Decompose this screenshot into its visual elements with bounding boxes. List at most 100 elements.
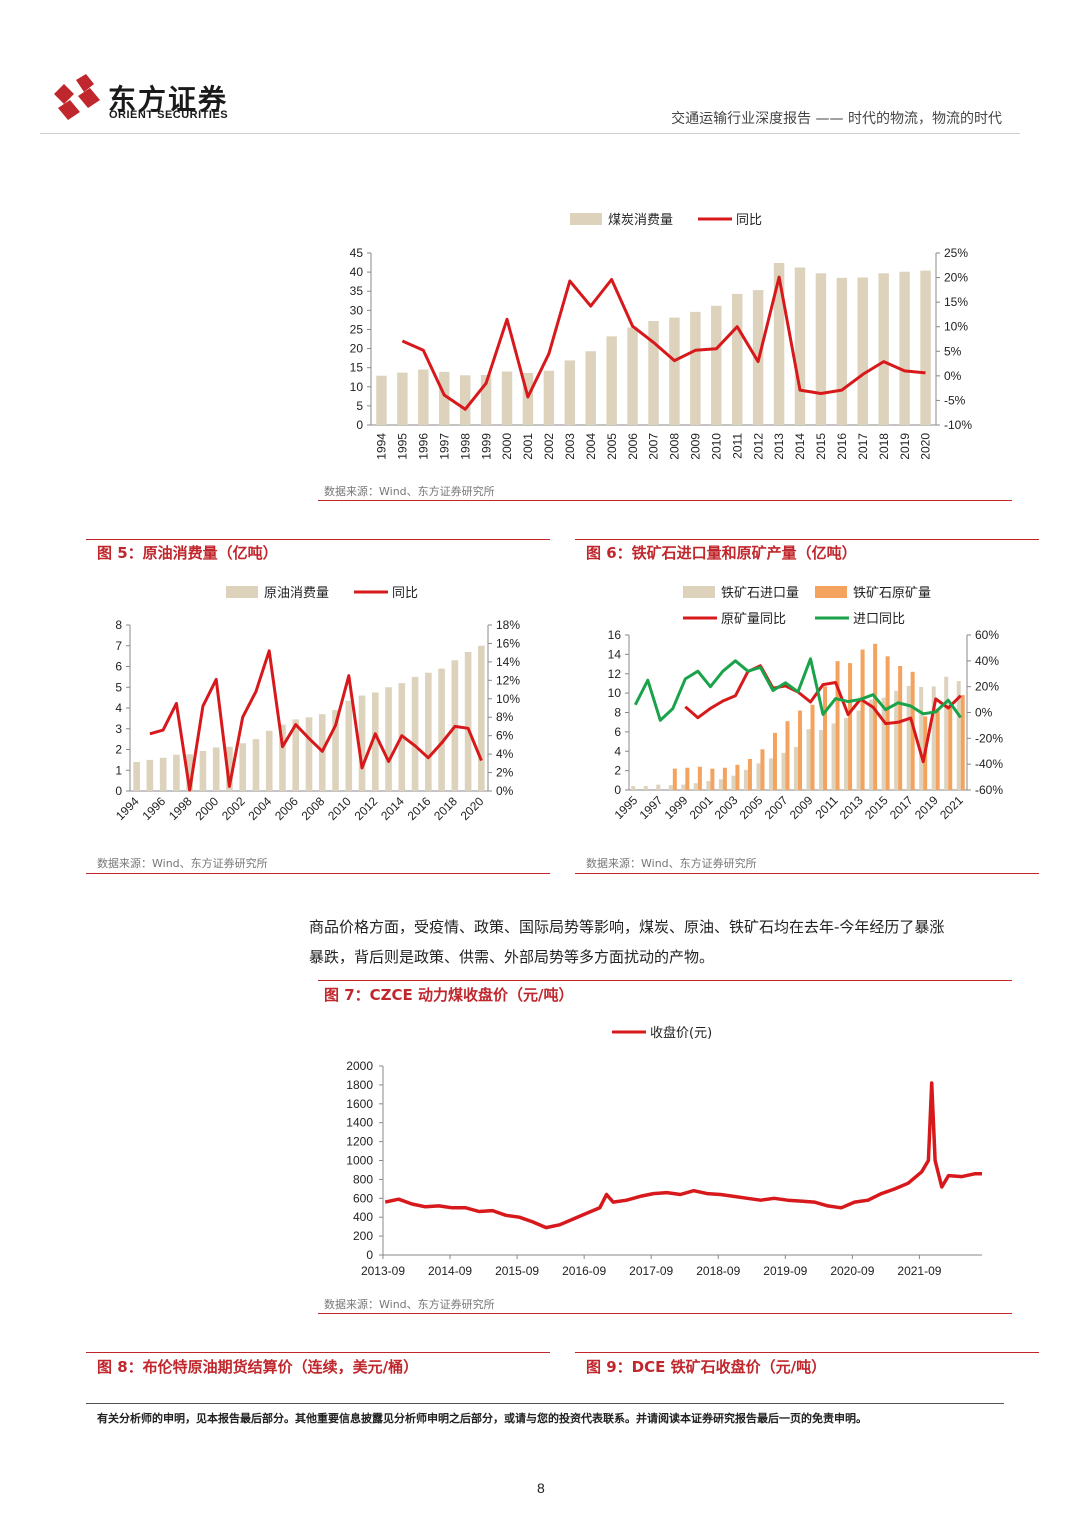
crude-oil-consumption-chart: 0123456780%2%4%6%8%10%12%14%16%18%199419… <box>113 586 520 823</box>
y-left-tick-label: 8 <box>115 618 122 632</box>
x-tick-label: 2000 <box>192 794 221 823</box>
y-tick-label: 800 <box>353 1172 373 1186</box>
bar-原油消费量 <box>239 743 247 791</box>
x-tick-label: 2018 <box>877 433 891 460</box>
bar-煤炭消费量 <box>690 311 701 425</box>
bar-铁矿石原矿量 <box>810 704 815 790</box>
y-tick-label: 1800 <box>346 1078 373 1092</box>
paragraph-line-1: 商品价格方面，受疫情、政策、国际局势等影响，煤炭、原油、铁矿石均在去年-今年经历… <box>309 918 945 936</box>
y-left-tick-label: 10 <box>608 686 622 700</box>
bar-铁矿石进口量 <box>881 697 886 790</box>
chart7-bottom-rule <box>318 1313 1012 1314</box>
y-tick-label: 1400 <box>346 1116 373 1130</box>
bar-原油消费量 <box>292 719 300 791</box>
line-收盘价(元) <box>384 1081 982 1230</box>
logo-cn: 东方证券 <box>108 83 229 116</box>
x-tick-label: 1999 <box>479 433 493 460</box>
bar-煤炭消费量 <box>418 369 429 425</box>
bar-铁矿石原矿量 <box>848 663 853 790</box>
fig5-title: 图 5：原油消费量（亿吨） <box>97 544 278 562</box>
bar-原油消费量 <box>411 676 419 791</box>
fig7-top-rule <box>318 980 1012 981</box>
fig8-top-rule <box>86 1352 550 1353</box>
x-tick-label: 1997 <box>637 793 666 822</box>
bar-煤炭消费量 <box>606 336 617 425</box>
y-right-tick-label: 14% <box>496 655 520 669</box>
bar-原油消费量 <box>226 746 233 791</box>
y-right-tick-label: 0% <box>944 369 962 383</box>
y-left-tick-label: 15 <box>350 361 364 375</box>
line-同比 <box>149 649 483 792</box>
bar-原油消费量 <box>345 700 353 791</box>
x-tick-label: 2003 <box>712 793 741 822</box>
bar-铁矿石进口量 <box>831 723 836 790</box>
y-left-tick-label: 6 <box>614 725 621 739</box>
bar-煤炭消费量 <box>711 305 722 425</box>
x-tick-label: 2007 <box>762 793 791 822</box>
legend-label-原油消费量: 原油消费量 <box>264 586 329 601</box>
bar-铁矿石进口量 <box>931 686 936 790</box>
bar-煤炭消费量 <box>480 374 492 425</box>
chart1-source: 数据来源：Wind、东方证券研究所 <box>324 485 495 498</box>
bar-铁矿石进口量 <box>856 710 861 790</box>
paragraph-line-2: 暴跌，背后则是政策、供需、外部局势等多方面扰动的产物。 <box>309 948 715 966</box>
bar-原油消费量 <box>478 645 485 791</box>
legend-label-同比: 同比 <box>392 586 418 601</box>
x-tick-label: 1998 <box>458 433 472 460</box>
x-tick-label: 2013-09 <box>361 1264 405 1278</box>
bar-铁矿石原矿量 <box>735 764 740 790</box>
y-left-tick-label: 2 <box>614 764 621 778</box>
x-tick-label: 2019 <box>898 433 912 460</box>
bar-煤炭消费量 <box>501 371 513 425</box>
y-right-tick-label: 0% <box>975 706 993 720</box>
legend-swatch-铁矿石进口量 <box>683 586 715 598</box>
line-同比 <box>401 275 926 411</box>
x-tick-label: 2006 <box>626 433 640 460</box>
bar-煤炭消费量 <box>815 273 827 425</box>
x-tick-label: 2000 <box>500 433 514 460</box>
coal-consumption-chart: 0 5 10 15 20 25 30 35 40 45 -10% -5% 0% 5% 10% 15% 20% 25… <box>350 213 972 460</box>
y-left-tick-label: 7 <box>115 639 122 653</box>
bar-煤炭消费量 <box>564 360 576 425</box>
bar-原油消费量 <box>371 692 379 791</box>
bar-铁矿石原矿量 <box>898 666 903 790</box>
bar-铁矿石原矿量 <box>860 649 865 790</box>
legend-swatch-原油消费量 <box>226 586 258 598</box>
bar-煤炭消费量 <box>648 321 659 425</box>
legend-label-进口同比: 进口同比 <box>853 612 905 627</box>
x-tick-label: 2017 <box>887 793 916 822</box>
report-title: 交通运输行业深度报告 —— 时代的物流，物流的时代 <box>671 111 1002 127</box>
logo-mark-icon <box>54 74 100 120</box>
legend-label-铁矿石进口量: 铁矿石进口量 <box>721 586 799 601</box>
y-tick-label: 1200 <box>346 1135 373 1149</box>
y-left-tick-label: 4 <box>115 701 122 715</box>
y-tick-label: 2000 <box>346 1059 373 1073</box>
x-tick-label: 2019 <box>912 793 941 822</box>
x-tick-label: 1994 <box>375 433 389 460</box>
y-tick-label: 400 <box>353 1210 373 1224</box>
x-tick-label: 2016-09 <box>562 1264 606 1278</box>
y-right-tick-label: 25% <box>944 246 968 260</box>
bar-原油消费量 <box>159 757 167 791</box>
bar-煤炭消费量 <box>459 375 471 425</box>
bar-铁矿石进口量 <box>869 699 874 790</box>
x-tick-label: 2020-09 <box>830 1264 874 1278</box>
fig8-title: 图 8：布伦特原油期货结算价（连续，美元/桶） <box>97 1358 419 1376</box>
bar-煤炭消费量 <box>794 267 806 425</box>
y-left-tick-label: 10 <box>350 380 364 394</box>
y-right-tick-label: 18% <box>496 618 520 632</box>
x-tick-label: 2004 <box>584 433 598 460</box>
x-tick-label: 1995 <box>612 793 641 822</box>
y-right-tick-label: 16% <box>496 636 520 650</box>
y-left-tick-label: 40 <box>350 265 364 279</box>
y-right-tick-label: -5% <box>944 393 966 407</box>
y-right-tick-label: -10% <box>944 418 972 432</box>
y-right-tick-label: 6% <box>496 729 514 743</box>
line-原矿量同比 <box>684 664 962 764</box>
y-left-tick-label: 16 <box>608 628 622 642</box>
bar-煤炭消费量 <box>836 277 848 425</box>
bar-原油消费量 <box>133 761 140 791</box>
x-tick-label: 2007 <box>647 433 661 460</box>
y-left-tick-label: 25 <box>350 322 364 336</box>
x-tick-label: 2018 <box>431 794 460 823</box>
